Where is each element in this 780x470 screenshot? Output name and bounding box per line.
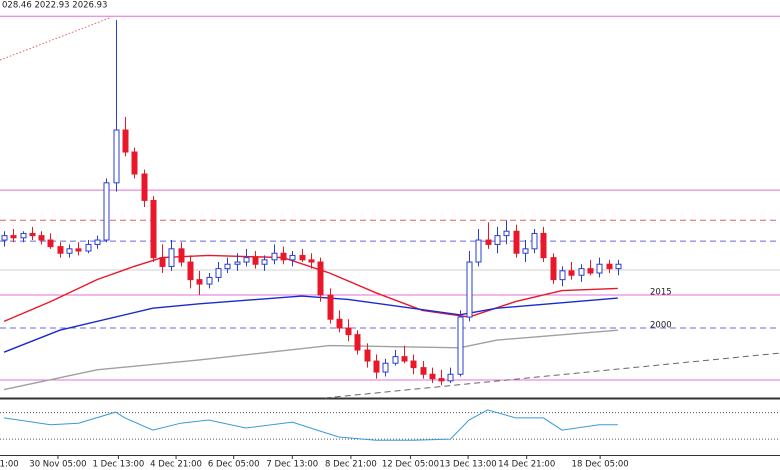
candle-body (38, 235, 45, 241)
candle-body (20, 232, 27, 239)
x-tick-label: 4 Dec 21:00 (150, 460, 202, 470)
moving-average (3, 329, 618, 391)
candle-body (392, 356, 399, 364)
ohlc-header: 028.46 2022.93 2026.93 (2, 1, 107, 11)
x-tick-label: 30 Nov 05:00 (29, 460, 86, 470)
candle-body (336, 318, 343, 329)
candle-body (457, 316, 464, 375)
candle-body (243, 257, 250, 263)
candle-body (447, 373, 454, 382)
candle-body (420, 367, 427, 375)
candle-body (206, 276, 213, 285)
candle-body (466, 261, 473, 318)
candle-body (587, 268, 594, 274)
candle-body (168, 248, 175, 267)
candle-body (131, 151, 138, 175)
candle-body (308, 259, 315, 263)
candle-body (327, 294, 334, 320)
candle-body (94, 239, 101, 245)
level-label: 2000 (650, 321, 672, 331)
candle-body (103, 182, 110, 241)
candle-body (252, 257, 259, 265)
candle-body (317, 261, 324, 296)
x-tick-label: 12 Dec 05:00 (382, 460, 439, 470)
candle-body (401, 356, 408, 362)
candle-body (224, 263, 231, 270)
candle-body (299, 254, 306, 261)
candle-body (196, 279, 203, 285)
candle-body (178, 248, 185, 263)
candle-body (531, 232, 538, 250)
candle-body (29, 232, 36, 237)
x-tick-label: 13 Dec 13:00 (439, 460, 496, 470)
candle-body (429, 373, 436, 380)
candle-body (85, 243, 92, 252)
level-label: 2015 (650, 288, 672, 298)
candle-body (280, 252, 287, 261)
candle-body (559, 270, 566, 281)
trendline (324, 352, 780, 399)
candle-body (159, 257, 166, 267)
candle-body (615, 263, 622, 270)
candle-body (75, 248, 82, 252)
candle-body (513, 230, 520, 254)
candle-body (66, 248, 73, 254)
candle-body (382, 362, 389, 373)
candle-body (10, 235, 17, 239)
candle-body (485, 239, 492, 245)
candle-body (373, 360, 380, 373)
candle-body (1, 235, 8, 241)
candle-body (289, 254, 296, 261)
candle-body (215, 268, 222, 278)
candle-body (57, 246, 64, 254)
candle-body (187, 261, 194, 281)
candle-body (150, 199, 157, 259)
candle-body (113, 129, 120, 184)
candle-body (141, 173, 148, 201)
trendline (0, 17, 111, 61)
candle-body (475, 239, 482, 263)
candle-body (540, 232, 547, 259)
candle-body (354, 334, 361, 351)
candle-body (47, 239, 54, 248)
x-tick-label: 7 Dec 13:00 (266, 460, 318, 470)
moving-average (3, 295, 618, 353)
candle-body (578, 268, 585, 276)
x-tick-label: 8 Dec 21:00 (325, 460, 377, 470)
candle-body (596, 263, 603, 274)
x-tick-label: 18 Dec 05:00 (572, 460, 629, 470)
candle-body (261, 259, 268, 265)
candle-body (410, 360, 417, 369)
candle-body (234, 261, 241, 265)
x-tick-label: 6 Dec 05:00 (208, 460, 260, 470)
moving-average (3, 254, 618, 323)
candle-body (568, 270, 575, 276)
x-tick-label: 29 Nov 21:00 (0, 460, 19, 470)
x-tick-label: 1 Dec 13:00 (93, 460, 145, 470)
candle-body (271, 252, 278, 261)
candle-body (438, 378, 445, 382)
candle-body (494, 235, 501, 245)
candle-body (522, 248, 529, 254)
candle-body (122, 129, 129, 153)
indicator-line (3, 409, 618, 441)
x-tick-label: 14 Dec 21:00 (498, 460, 555, 470)
candle-body (364, 349, 371, 362)
candle-body (550, 257, 557, 281)
candle-body (503, 230, 510, 237)
candle-body (345, 327, 352, 336)
candle-body (606, 263, 613, 270)
